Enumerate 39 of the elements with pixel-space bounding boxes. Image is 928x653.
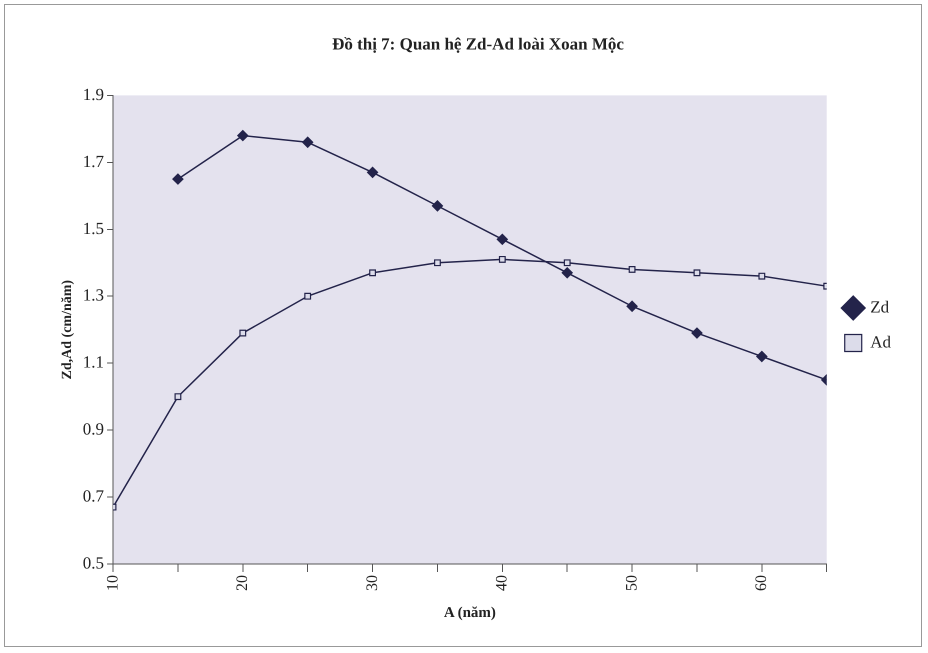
y-axis-title: Zd,Ad (cm/năm)	[60, 280, 76, 380]
point	[302, 136, 314, 148]
point	[694, 269, 700, 276]
point	[628, 266, 636, 273]
x-tick-label: 40	[494, 575, 511, 591]
x-tick-label: 30	[364, 575, 381, 591]
x-tick-label: 20	[234, 575, 252, 591]
y-tick-label: 1.3	[82, 286, 104, 305]
point	[562, 267, 573, 278]
x-tick-label: 60	[753, 575, 770, 591]
legend-label: Ad	[870, 332, 892, 352]
y-tick-label: 0.9	[82, 420, 104, 439]
x-tick-label: 10	[104, 575, 122, 591]
point	[304, 292, 312, 300]
point	[369, 269, 376, 276]
point	[172, 173, 184, 185]
point	[237, 130, 248, 142]
y-tick-label: 0.7	[82, 486, 105, 506]
x-tick-label: 50	[623, 575, 640, 591]
point	[564, 259, 571, 266]
point	[498, 256, 506, 263]
point	[758, 272, 766, 280]
y-tick-label: 1.7	[82, 152, 105, 171]
point	[756, 350, 768, 362]
x-axis-title: A (năm)	[444, 604, 496, 621]
y-tick-label: 1.9	[82, 84, 104, 104]
point	[366, 166, 378, 178]
y-tick-label: 1.1	[82, 352, 104, 372]
legend-label: Zd	[870, 297, 890, 316]
point	[174, 393, 182, 400]
point	[239, 330, 246, 336]
point	[432, 200, 444, 212]
y-tick-label: 1.5	[82, 218, 104, 238]
point	[626, 300, 638, 312]
point	[691, 327, 703, 339]
y-tick-label: 0.5	[82, 553, 104, 572]
point	[434, 259, 441, 266]
chart-title: Đồ thị 7: Quan hệ Zd-Ad loài Xoan Mộc	[332, 34, 624, 54]
point	[496, 234, 508, 245]
